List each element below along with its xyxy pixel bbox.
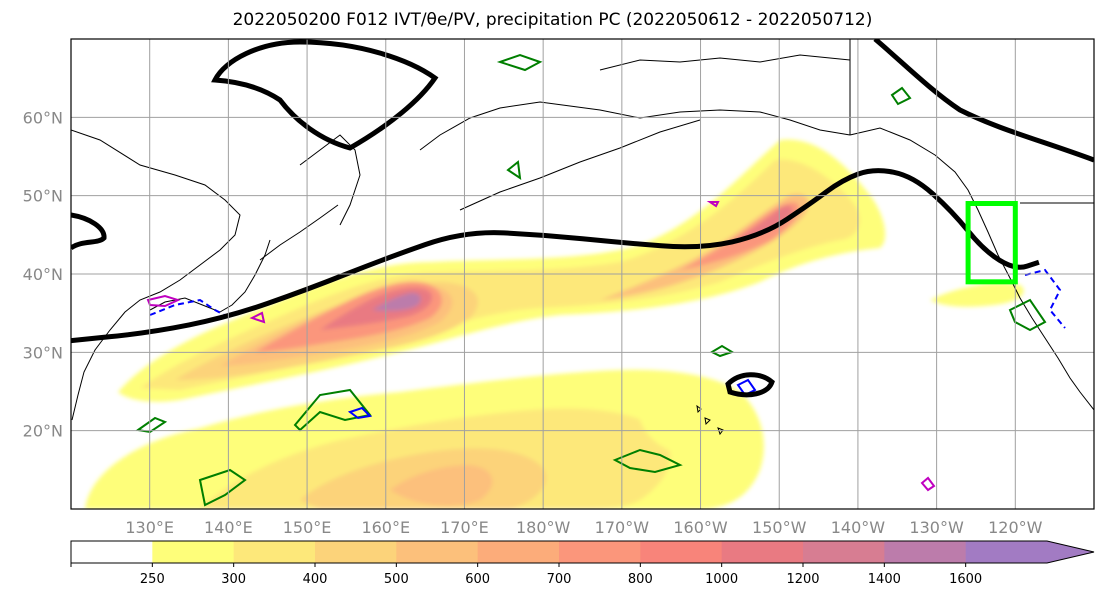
colorbar-swatch	[721, 541, 804, 563]
theta-e-contours	[71, 39, 1094, 398]
x-tick-label: 170°E	[440, 518, 489, 537]
colorbar-label: 1600	[949, 572, 982, 587]
x-tick-label: 170°W	[595, 518, 650, 537]
pv-blue-contour	[149, 298, 231, 319]
pv-blue-contour	[1024, 268, 1066, 329]
x-axis-ticks: 130°E 140°E 150°E 160°E 170°E 180°W 170°W 160°W…	[125, 518, 1042, 537]
map-frame	[70, 38, 1095, 510]
coast-na-west	[849, 127, 1094, 411]
colorbar-label: 1000	[705, 572, 738, 587]
theta-e-contour-main	[71, 168, 1040, 344]
ivt-plume-east-1000	[735, 205, 793, 240]
theta-e-contour-north	[211, 39, 439, 151]
pv-green-contour	[1008, 298, 1047, 332]
y-tick-label: 20°N	[23, 422, 63, 441]
pv-green-contour	[496, 53, 543, 72]
colorbar-swatch	[803, 541, 885, 563]
pv-green-contour	[612, 448, 683, 474]
gridlines	[71, 39, 1094, 509]
colorbar-label: 400	[303, 572, 328, 587]
pv-contours	[135, 53, 1066, 507]
coast-aleutians	[459, 119, 701, 211]
colorbar-label: 700	[547, 572, 572, 587]
colorbar-outline	[70, 540, 1095, 564]
colorbar-swatch	[71, 541, 153, 563]
ivt-plume-calif	[930, 283, 1024, 307]
coast-alaska	[419, 101, 851, 151]
ivt-shading	[85, 139, 1024, 509]
x-tick-label: 130°E	[125, 518, 174, 537]
colorbar: 250 300 400 500 600 700 800 1000 1200 1400 1600	[70, 540, 1095, 587]
x-tick-label: 150°E	[283, 518, 332, 537]
coast-kuril	[259, 204, 339, 261]
colorbar-swatch	[559, 541, 641, 563]
colorbar-swatch	[152, 541, 235, 563]
pv-blue-contour	[736, 378, 757, 397]
x-tick-label: 160°E	[361, 518, 410, 537]
x-tick-label: 140°W	[831, 518, 886, 537]
pv-magenta-contour	[920, 476, 936, 492]
colorbar-swatch	[233, 541, 316, 563]
pv-green-contour	[506, 160, 522, 181]
x-tick-label: 180°W	[516, 518, 571, 537]
colorbar-label: 1400	[868, 572, 901, 587]
ivt-plume-east-500	[600, 194, 809, 300]
colorbar-swatch	[884, 541, 967, 563]
coast-kamchatka	[299, 134, 361, 226]
chart-title: 2022050200 F012 IVT/θe/PV, precipitation…	[232, 10, 873, 30]
pv-magenta-contour	[249, 311, 266, 324]
theta-e-contour-west	[71, 212, 107, 251]
x-tick-label: 140°E	[204, 518, 253, 537]
x-tick-label: 120°W	[988, 518, 1043, 537]
pv-magenta-contour	[706, 201, 720, 208]
pv-green-contour	[890, 86, 912, 106]
x-tick-label: 160°W	[673, 518, 728, 537]
theta-e-contour-ne	[873, 39, 1094, 163]
ivt-plume-west-1200	[372, 292, 421, 311]
colorbar-swatch	[315, 541, 397, 563]
colorbar-label: 300	[221, 572, 246, 587]
ivt-plume-south-500	[390, 465, 493, 506]
colorbar-label: 250	[140, 572, 165, 587]
x-tick-label: 150°W	[752, 518, 807, 537]
colorbar-swatch	[396, 541, 479, 563]
colorbar-label: 800	[628, 572, 653, 587]
colorbar-label: 500	[384, 572, 409, 587]
ivt-plume-hawaii	[640, 413, 752, 461]
y-tick-label: 40°N	[23, 265, 63, 284]
colorbar-swatch	[965, 541, 1094, 563]
target-box	[965, 201, 1018, 285]
colorbar-swatch	[640, 541, 723, 563]
coast-asia	[71, 129, 241, 421]
y-tick-label: 50°N	[23, 187, 63, 206]
coast-arctic	[599, 54, 851, 71]
x-tick-label: 130°W	[909, 518, 964, 537]
pv-blue-contour	[347, 406, 373, 420]
pv-green-contour	[198, 468, 247, 507]
y-axis-ticks: 20°N 30°N 40°N 50°N 60°N	[23, 108, 63, 440]
theta-e-contour-low	[725, 372, 775, 398]
colorbar-swatch	[477, 541, 560, 563]
colorbar-label: 1200	[786, 572, 819, 587]
colorbar-label: 600	[465, 572, 490, 587]
y-tick-label: 60°N	[23, 108, 63, 127]
y-tick-label: 30°N	[23, 343, 63, 362]
